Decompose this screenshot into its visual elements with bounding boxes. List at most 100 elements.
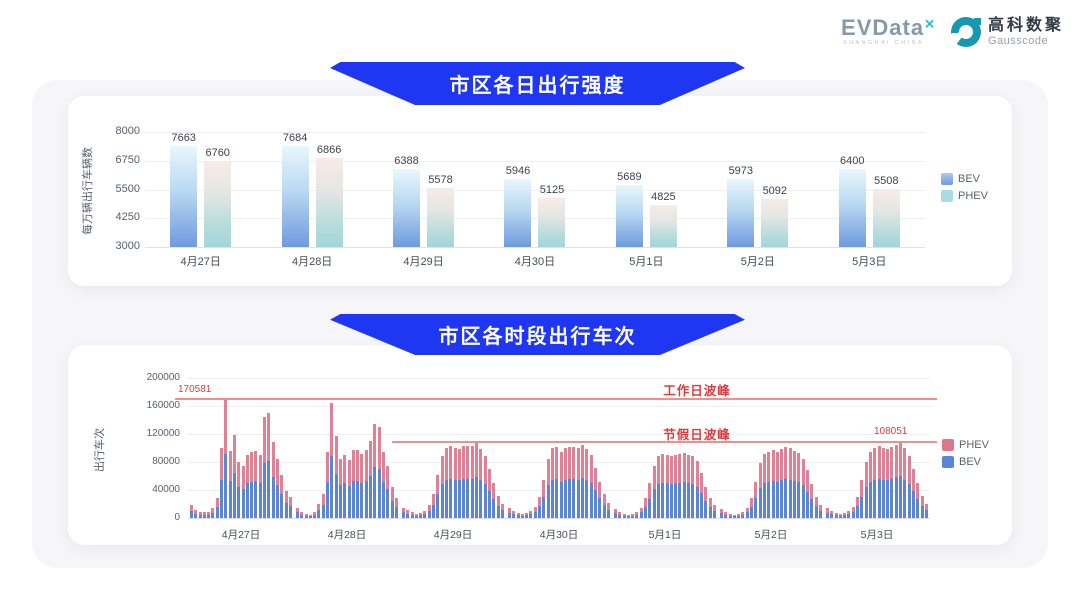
hour-stack xyxy=(520,513,524,518)
bev-segment xyxy=(254,480,258,518)
phev-segment xyxy=(691,456,695,485)
hour-stack xyxy=(313,512,317,518)
phev-segment xyxy=(916,482,920,499)
hour-stack xyxy=(911,469,915,518)
bar-value-label: 5973 xyxy=(728,164,754,177)
bottom-chart-x-axis: 4月27日 4月28日 4月29日 4月30日 5月1日 5月2日 5月3日 xyxy=(188,527,930,542)
bev-segment xyxy=(788,479,792,518)
daily-intensity-chart-card: 每万辆出行车辆数 3000 4250 5500 6750 8000 7663 6760 76… xyxy=(68,96,1012,286)
legend-item-bev[interactable]: BEV xyxy=(941,173,988,185)
phev-segment xyxy=(444,448,448,480)
bar-value-label: 5689 xyxy=(617,171,642,184)
hour-stack xyxy=(538,496,542,518)
bev-segment xyxy=(360,482,364,518)
gridline xyxy=(145,160,925,162)
legend-item-phev[interactable]: PHEV xyxy=(942,439,989,451)
x-axis-label: 5月3日 xyxy=(852,256,887,268)
bev-segment xyxy=(198,514,202,518)
hour-stack xyxy=(432,493,436,518)
phev-segment xyxy=(669,456,673,485)
hour-stack xyxy=(750,498,754,518)
hour-stack xyxy=(215,498,219,518)
phev-segment xyxy=(194,509,198,514)
bev-segment xyxy=(444,479,448,518)
phev-segment xyxy=(546,458,550,486)
hour-stack xyxy=(851,506,855,518)
bev-segment xyxy=(890,478,894,518)
phev-segment xyxy=(797,452,801,483)
phev-segment xyxy=(304,513,308,516)
top-chart-plot-area: 7663 6760 7684 6866 6388 5578 5946 5125 5689 4825… xyxy=(145,132,925,247)
phev-segment xyxy=(834,513,838,516)
bev-segment xyxy=(793,480,797,518)
hour-stack xyxy=(492,482,496,518)
phev-bar xyxy=(872,189,900,247)
phev-segment xyxy=(529,511,533,515)
phev-segment xyxy=(237,462,241,488)
bev-segment xyxy=(470,478,474,518)
hour-stack xyxy=(818,504,822,518)
y-tick-label: 120000 xyxy=(146,428,180,439)
hour-stack xyxy=(576,448,580,518)
bev-segment xyxy=(550,479,554,518)
bev-segment xyxy=(635,514,639,518)
hour-stack xyxy=(232,434,236,518)
day-group xyxy=(718,378,824,518)
bev-segment xyxy=(364,480,368,518)
bev-segment xyxy=(691,484,695,518)
phev-segment xyxy=(708,498,712,508)
hour-stack xyxy=(704,486,708,518)
phev-bar-wrap: 6866 xyxy=(315,132,343,247)
hour-stack xyxy=(377,427,381,518)
bev-segment xyxy=(911,491,915,518)
hour-stack xyxy=(745,507,749,518)
hour-stack xyxy=(390,486,394,518)
bottom-chart-y-axis-label: 出行车次 xyxy=(94,428,106,472)
phev-segment xyxy=(508,508,511,513)
bev-segment xyxy=(572,478,576,518)
phev-segment xyxy=(369,441,373,476)
phev-segment xyxy=(326,451,330,483)
hour-stack xyxy=(894,444,898,518)
hour-stack xyxy=(414,513,418,518)
bev-segment xyxy=(406,513,410,518)
hour-stack xyxy=(656,456,660,518)
phev-segment xyxy=(907,456,911,485)
hour-stack xyxy=(542,479,546,518)
bev-segment xyxy=(462,478,466,518)
holiday-peak-value: 108051 xyxy=(874,426,908,437)
bev-segment xyxy=(258,483,262,518)
bev-segment xyxy=(419,515,423,518)
bev-segment xyxy=(271,476,275,518)
bev-segment xyxy=(487,491,491,518)
bev-bar xyxy=(615,185,643,247)
phev-segment xyxy=(572,446,576,479)
phev-segment xyxy=(334,436,338,474)
bev-segment xyxy=(732,515,736,518)
hour-stack xyxy=(767,451,771,518)
bev-segment xyxy=(687,483,691,518)
bev-segment xyxy=(479,480,483,518)
bev-segment xyxy=(665,483,669,518)
bev-segment xyxy=(321,504,325,518)
phev-segment xyxy=(224,398,228,455)
phev-segment xyxy=(284,491,288,504)
hour-stack xyxy=(622,513,626,518)
hour-stack xyxy=(436,474,440,518)
phev-segment xyxy=(479,449,483,481)
phev-bar xyxy=(427,187,455,247)
top-chart-title-banner: 市区各日出行强度 xyxy=(330,62,745,105)
legend-item-bev[interactable]: BEV xyxy=(942,456,989,468)
phev-segment xyxy=(860,479,864,497)
phev-segment xyxy=(814,496,818,507)
phev-segment xyxy=(381,451,385,482)
phev-bar-wrap: 5092 xyxy=(761,132,789,247)
bev-segment xyxy=(758,487,762,518)
phev-segment xyxy=(419,513,423,516)
phev-bar-wrap: 5508 xyxy=(872,132,900,247)
phev-segment xyxy=(414,513,418,516)
legend-item-phev[interactable]: PHEV xyxy=(941,190,988,202)
hour-stack xyxy=(360,453,364,518)
gausscode-cn-name: 高科数聚 xyxy=(987,17,1064,35)
bev-segment xyxy=(267,461,271,518)
